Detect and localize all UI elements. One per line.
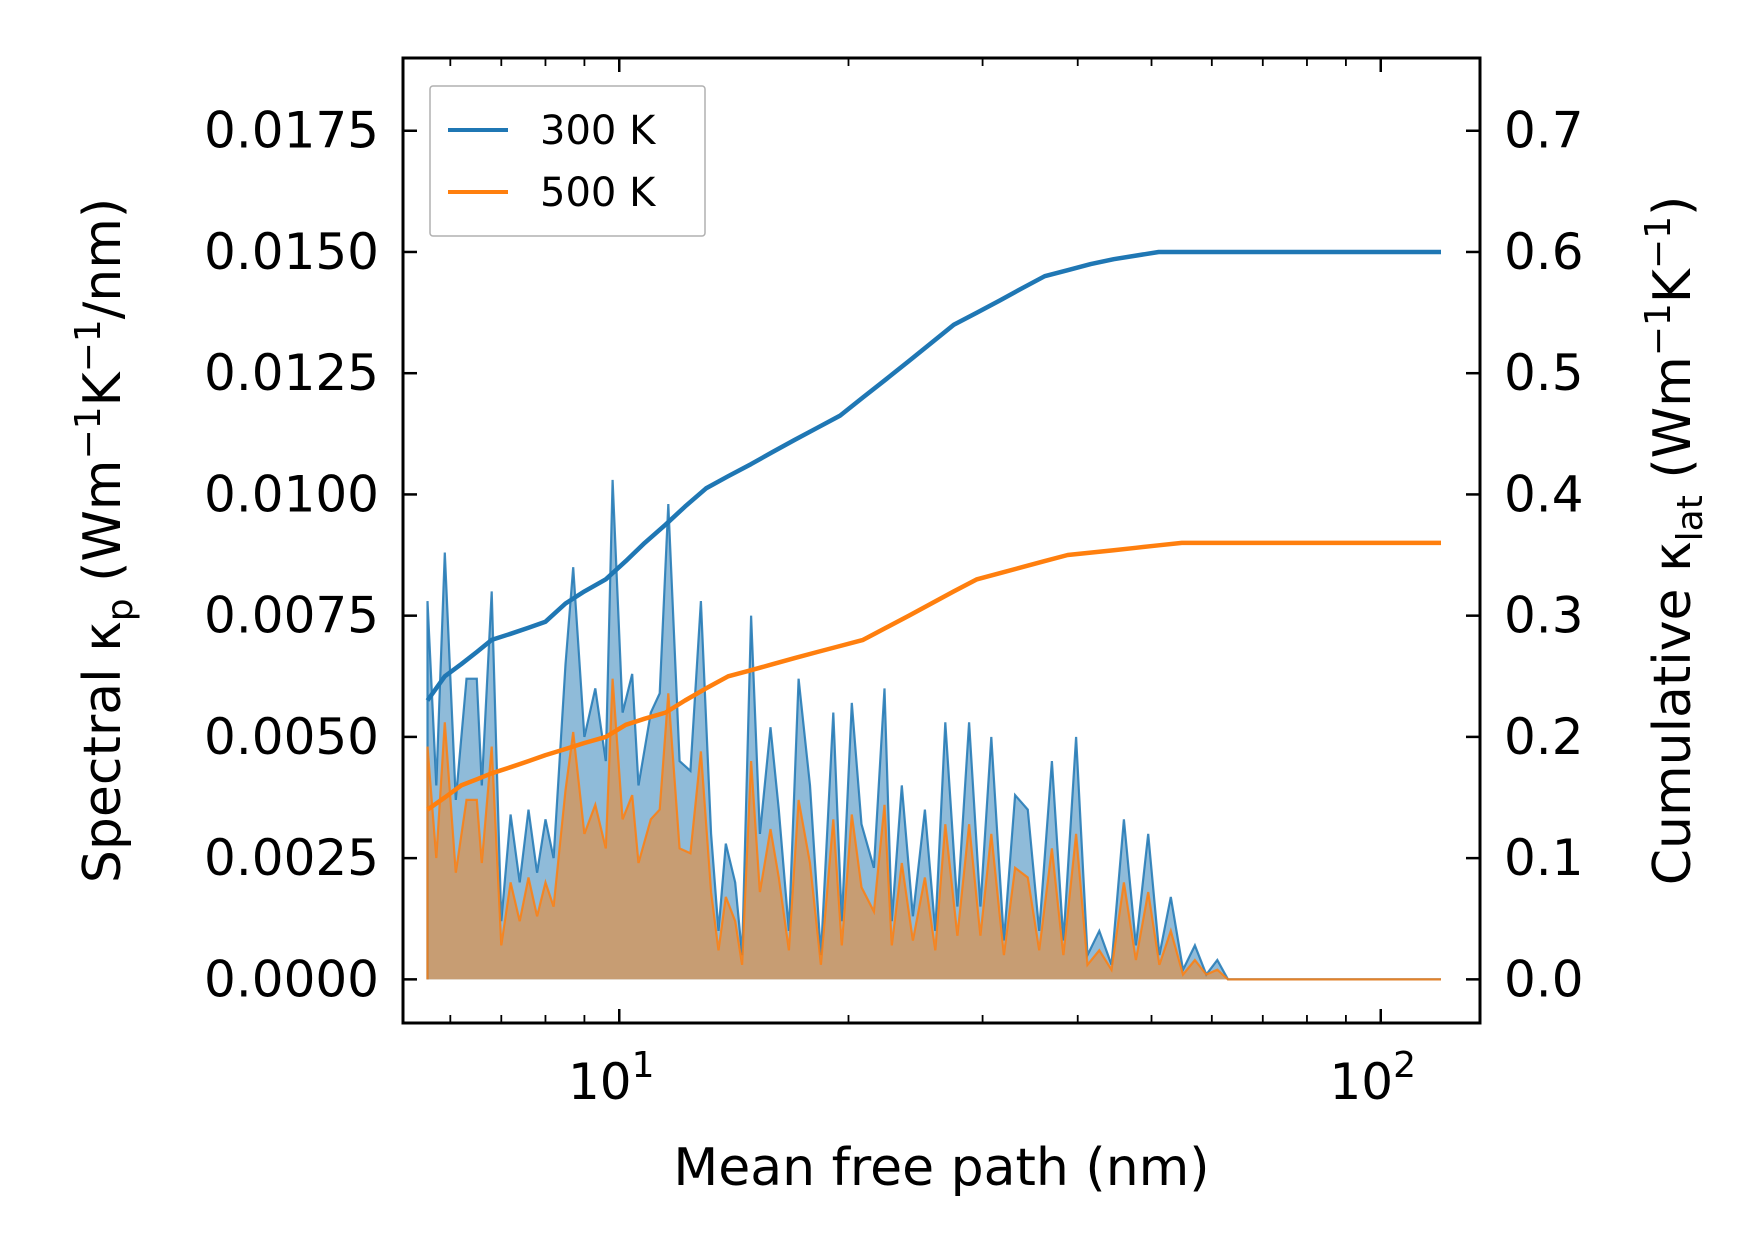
legend-box <box>429 85 706 237</box>
tick-labels: 0.00000.00250.00500.00750.01000.01250.01… <box>204 102 1583 1111</box>
legend: 300 K 500 K <box>429 85 706 237</box>
y-axis-label-right: Cumulative κlat (Wm−1K−1) <box>1638 196 1711 886</box>
y-axis-label-left: Spectral κp (Wm−1K−1/nm) <box>68 198 141 883</box>
spectral-line-300k <box>426 479 1441 981</box>
axis-ticks <box>403 58 1480 1023</box>
y-tick-label-left: 0.0150 <box>204 223 379 281</box>
y-tick-label-right: 0.5 <box>1504 344 1584 402</box>
y-tick-label-right: 0.2 <box>1504 708 1584 766</box>
y-tick-label-left: 0.0000 <box>204 950 379 1008</box>
spectral-line-500k <box>426 678 1441 981</box>
y-tick-label-left: 0.0100 <box>204 465 379 523</box>
spectral-fills <box>427 479 1441 980</box>
cumulative-line-300k <box>425 249 1441 702</box>
cumulative-line-500k <box>426 540 1441 812</box>
x-tick-label: 101 <box>568 1045 655 1111</box>
y-tick-label-right: 0.7 <box>1504 102 1584 160</box>
legend-label-500k: 500 K <box>540 170 657 216</box>
y-tick-label-left: 0.0025 <box>204 829 379 887</box>
plot-frame <box>401 56 1482 1025</box>
spectral-lines <box>426 479 1441 981</box>
y-tick-label-right: 0.6 <box>1504 223 1584 281</box>
spectral-fill-500k <box>427 678 1441 980</box>
cumulative-lines <box>425 249 1441 812</box>
y-tick-label-right: 0.0 <box>1504 950 1584 1008</box>
y-tick-label-right: 0.1 <box>1504 829 1584 887</box>
y-tick-label-right: 0.3 <box>1504 587 1584 645</box>
y-tick-label-right: 0.4 <box>1504 465 1584 523</box>
y-tick-label-left: 0.0050 <box>204 708 379 766</box>
x-axis-label: Mean free path (nm) <box>673 1138 1209 1198</box>
y-tick-label-left: 0.0175 <box>204 102 379 160</box>
y-tick-label-left: 0.0125 <box>204 344 379 402</box>
legend-label-300k: 300 K <box>540 108 657 154</box>
y-tick-label-left: 0.0075 <box>204 587 379 645</box>
x-tick-label: 102 <box>1329 1045 1416 1111</box>
